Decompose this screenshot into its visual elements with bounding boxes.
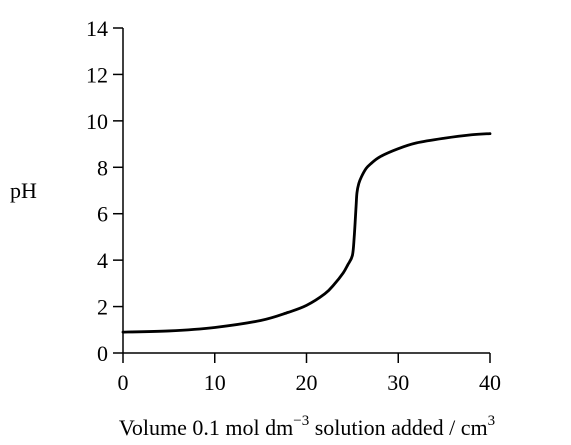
y-tick-label: 8 [97,155,108,180]
x-tick-label: 10 [204,370,226,395]
y-tick-label: 12 [86,62,108,87]
y-tick-label: 2 [97,295,108,320]
y-tick-label: 0 [97,341,108,366]
x-tick-label: 0 [118,370,129,395]
x-axis-ticks: 0 10 20 30 40 [118,353,501,395]
x-axis-label-main: Volume 0.1 mol dm [119,415,293,440]
y-axis-label: pH [10,178,37,203]
x-tick-label: 40 [479,370,501,395]
x-axis-label-mid: solution added / cm [309,415,487,440]
y-tick-label: 6 [97,202,108,227]
x-axis-label-sup1: −3 [293,413,309,429]
x-axis-label-sup2: 3 [488,413,496,429]
y-tick-label: 10 [86,109,108,134]
x-tick-label: 20 [296,370,318,395]
x-tick-label: 30 [387,370,409,395]
ph-curve-line [121,132,492,334]
x-axis-label: Volume 0.1 mol dm−3 solution added / cm3 [119,413,495,440]
series-group [121,132,492,334]
y-tick-label: 4 [97,248,108,273]
y-tick-label: 14 [86,16,108,41]
y-axis-ticks: 0 2 4 6 8 10 12 14 [86,16,123,366]
